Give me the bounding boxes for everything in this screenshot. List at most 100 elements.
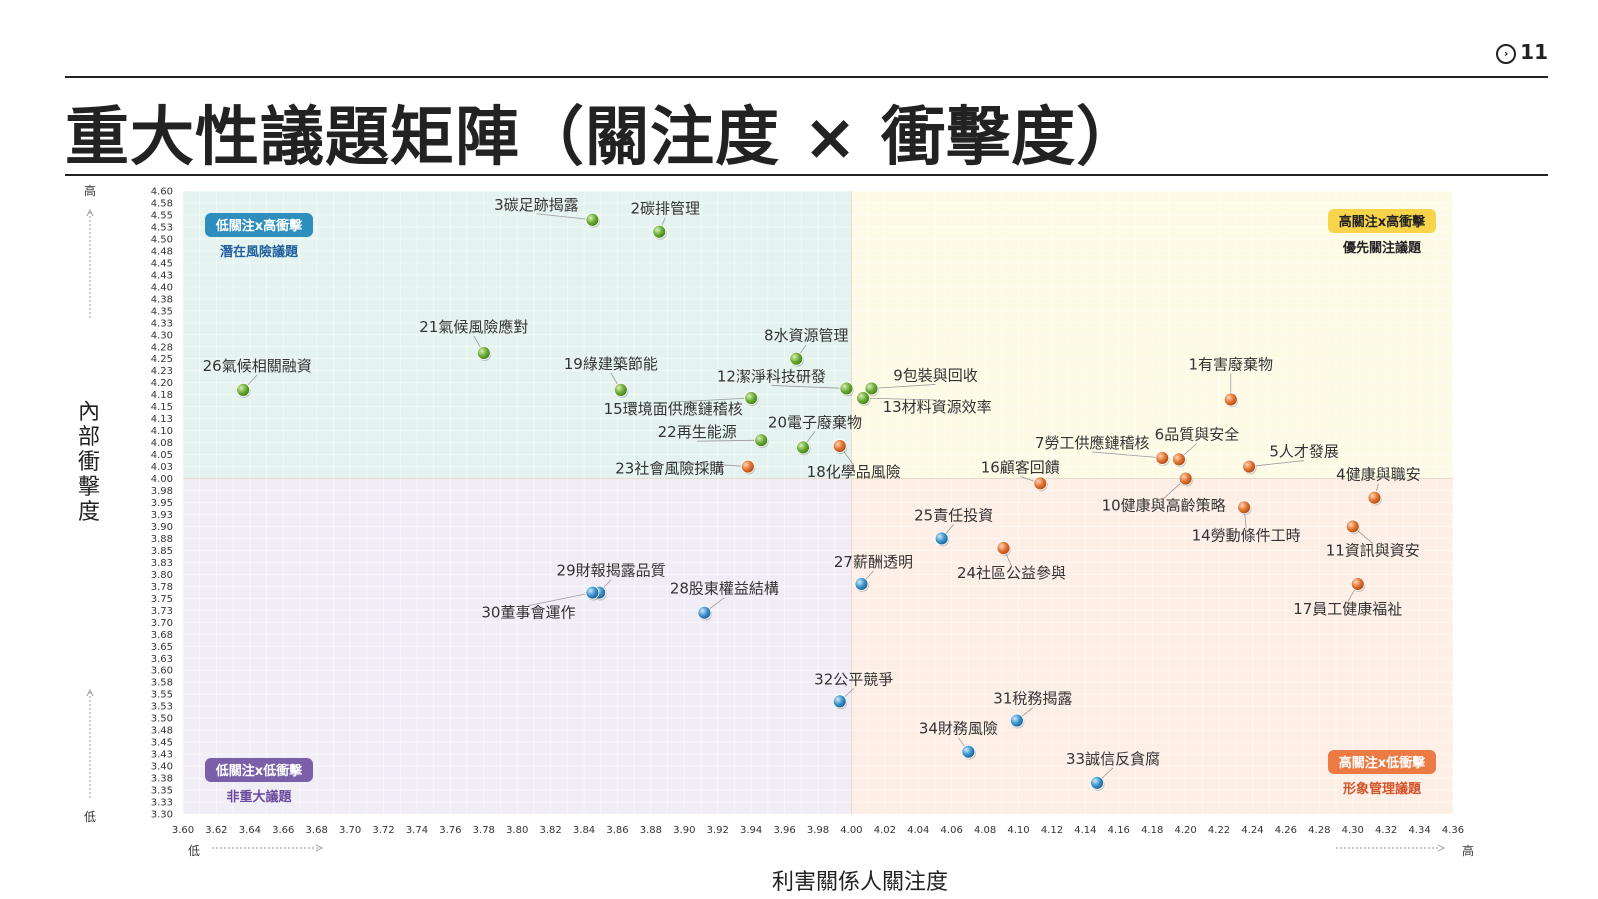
x-tick-label: 3.64: [239, 825, 261, 836]
x-tick-label: 3.82: [539, 825, 561, 836]
point-label: 14勞動條件工時: [1192, 526, 1301, 544]
y-tick-label: 3.53: [151, 702, 173, 713]
y-tick-label: 3.50: [151, 714, 173, 725]
data-point: [236, 382, 251, 397]
quadrant-badge-top-left: [205, 213, 313, 237]
data-point: [744, 391, 759, 405]
point-label: 17員工健康福祉: [1293, 600, 1402, 618]
y-tick-label: 3.48: [151, 726, 173, 737]
y-tick-label: 3.68: [151, 630, 173, 641]
x-tick-label: 4.18: [1141, 825, 1163, 836]
point-label: 23社會風險採購: [615, 460, 724, 478]
page-number: › 11: [1496, 40, 1548, 64]
quadrant-badge-text: 低關注x高衝擊: [215, 218, 303, 234]
arrow-right-icon: [1437, 844, 1446, 852]
y-tick-label: 4.13: [151, 414, 173, 425]
point-leader-line: [697, 439, 762, 442]
point-label: 32公平競爭: [814, 670, 893, 688]
y-tick-label: 3.35: [151, 786, 173, 797]
data-point: [754, 433, 769, 448]
data-point: [996, 541, 1011, 555]
data-point: [832, 439, 847, 453]
x-axis-title: 利害關係人關注度: [771, 870, 948, 895]
y-tick-label: 4.15: [151, 402, 173, 413]
x-tick-label: 4.10: [1007, 825, 1029, 836]
data-point: [934, 531, 949, 546]
x-tick-label: 3.76: [439, 825, 461, 836]
data-point: [832, 694, 847, 709]
y-tick-label: 4.40: [151, 282, 173, 293]
data-point: [961, 744, 976, 759]
point-label: 18化學品風險: [807, 463, 901, 481]
y-tick-label: 4.00: [151, 474, 173, 485]
x-tick-label: 3.72: [372, 825, 394, 836]
y-tick-label: 4.05: [151, 450, 173, 461]
y-tick-label: 4.60: [151, 187, 173, 198]
data-point: [476, 346, 491, 360]
quadrant-caption: 優先關注議題: [1342, 240, 1422, 256]
x-tick-label: 4.20: [1174, 825, 1196, 836]
arrow-up-icon: [86, 688, 94, 697]
point-label: 30董事會運作: [481, 604, 575, 622]
y-tick-label: 3.80: [151, 570, 173, 581]
y-tick-label: 3.45: [151, 738, 173, 749]
y-tick-label: 3.93: [151, 510, 173, 521]
y-tick-label: 3.55: [151, 690, 173, 701]
data-point: [1009, 713, 1024, 728]
y-tick-label: 3.90: [151, 522, 173, 533]
x-tick-label: 3.90: [673, 825, 695, 836]
data-point: [1090, 775, 1104, 790]
y-tick-label: 3.88: [151, 534, 173, 545]
data-point: [697, 605, 712, 620]
page-number-value: 11: [1520, 40, 1548, 64]
top-rule: [65, 76, 1548, 78]
y-tick-label: 3.95: [151, 498, 173, 509]
data-point: [585, 212, 600, 227]
point-leader-line: [1249, 460, 1305, 467]
point-label: 33誠信反貪腐: [1066, 750, 1160, 768]
data-point: [839, 381, 854, 396]
y-tick-label: 4.03: [151, 462, 173, 473]
point-leader-line: [871, 384, 936, 389]
y-tick-label: 4.45: [151, 258, 173, 269]
point-label: 12潔淨科技研發: [717, 367, 826, 385]
chevron-right-icon: ›: [1496, 44, 1517, 64]
x-tick-label: 3.68: [306, 825, 328, 836]
x-tick-label: 4.08: [974, 825, 996, 836]
x-tick-label: 3.62: [205, 825, 227, 836]
x-tick-label: 4.32: [1375, 825, 1397, 836]
point-label: 1有害廢棄物: [1188, 355, 1273, 373]
data-point: [1237, 500, 1252, 515]
point-label: 31稅務揭露: [993, 690, 1072, 708]
x-tick-label: 4.24: [1241, 825, 1263, 836]
point-label: 26氣候相關融資: [203, 357, 312, 375]
y-tick-label: 4.18: [151, 390, 173, 401]
x-tick-label: 3.74: [406, 825, 428, 836]
y-tick-label: 4.58: [151, 198, 173, 209]
x-tick-label: 4.36: [1442, 825, 1464, 836]
data-point: [796, 440, 810, 455]
quadrant-badge-text: 高關注x高衝擊: [1339, 214, 1426, 230]
x-tick-label: 4.14: [1074, 825, 1096, 836]
y-tick-label: 3.33: [151, 798, 173, 809]
point-label: 22再生能源: [658, 423, 737, 441]
y-tick-label: 3.63: [151, 654, 173, 665]
quadrant-badge-text: 高關注x低衝擊: [1339, 755, 1426, 771]
data-point: [856, 391, 871, 405]
y-tick-label: 4.55: [151, 210, 173, 221]
point-label: 16顧客回饋: [981, 458, 1060, 476]
x-tick-label: 4.02: [874, 825, 896, 836]
x-tick-label: 4.16: [1108, 825, 1130, 836]
data-point: [1367, 490, 1382, 505]
x-tick-label: 3.84: [573, 825, 595, 836]
y-tick-label: 3.40: [151, 762, 173, 773]
point-label: 10健康與高齡策略: [1102, 497, 1226, 515]
x-tick-label: 3.88: [640, 825, 662, 836]
x-tick-label: 4.22: [1208, 825, 1230, 836]
y-tick-label: 4.50: [151, 234, 173, 245]
y-tick-label: 3.30: [151, 810, 173, 821]
y-tick-label: 3.70: [151, 618, 173, 629]
point-label: 34財務風險: [919, 720, 998, 738]
y-tick-label: 3.60: [151, 666, 173, 677]
